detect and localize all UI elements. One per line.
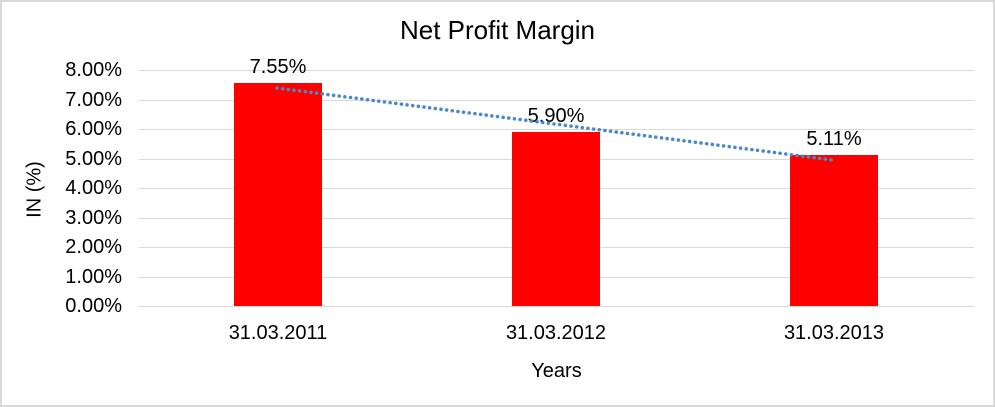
bar-31.03.2011 [234, 83, 322, 306]
data-label-31.03.2012: 5.90% [527, 104, 585, 127]
x-axis-title: Years [531, 360, 582, 382]
y-tick-label: 7.00% [65, 88, 122, 111]
data-label-31.03.2011: 7.55% [249, 56, 307, 79]
y-tick-label: 0.00% [65, 295, 122, 317]
x-label-31.03.2012: 31.03.2012 [505, 322, 607, 344]
y-tick-label: 4.00% [65, 177, 122, 199]
gridline-0.00% [139, 306, 974, 307]
y-tick-label: 5.00% [65, 147, 122, 170]
x-label-31.03.2011: 31.03.2011 [228, 322, 328, 344]
y-tick-label: 1.00% [65, 265, 122, 288]
data-label-31.03.2013: 5.11% [806, 128, 862, 151]
y-tick-label: 2.00% [65, 236, 122, 258]
chart-title: Net Profit Margin [399, 15, 596, 45]
x-label-31.03.2013: 31.03.2013 [783, 322, 885, 344]
y-tick-label: 6.00% [65, 118, 122, 140]
y-tick-label: 8.00% [65, 59, 122, 81]
bar-31.03.2013 [790, 155, 878, 306]
gridline-8.00% [139, 70, 974, 71]
y-tick-label: 3.00% [65, 206, 122, 229]
bar-31.03.2012 [512, 131, 600, 306]
y-axis-title: IN (%) [23, 161, 46, 218]
